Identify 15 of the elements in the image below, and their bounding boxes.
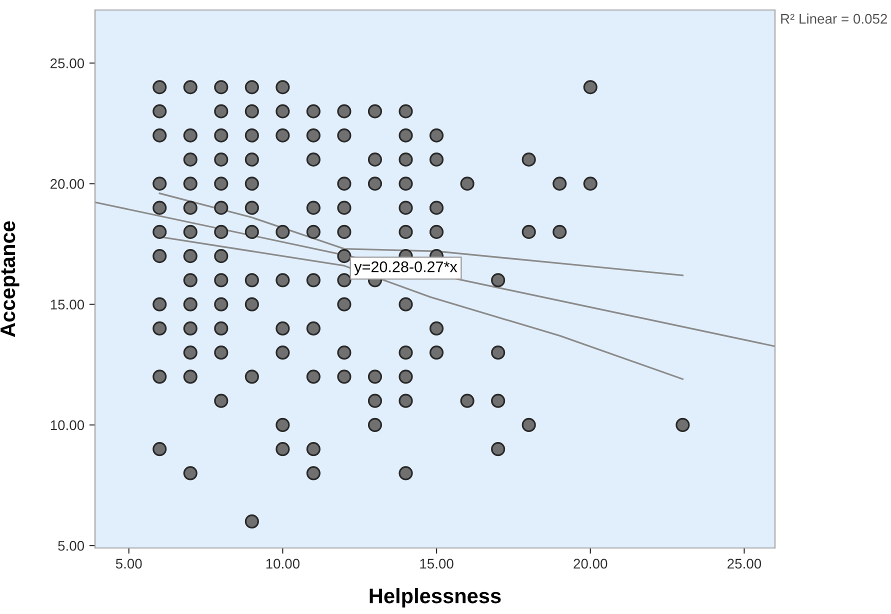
- y-axis-title: Acceptance: [0, 221, 20, 337]
- y-tick-label: 15.00: [50, 300, 84, 310]
- line-series: [158, 192, 684, 276]
- annotation: y=20.28-0.27*x: [354, 261, 458, 276]
- text: R² Linear = 0.052: [781, 14, 888, 24]
- x-tick-label: 5.00: [116, 558, 142, 569]
- x-tick-label: 25.00: [728, 558, 762, 569]
- y-tick-label: 5.00: [58, 540, 84, 551]
- x-tick-label: 10.00: [266, 558, 300, 569]
- x-tick-label: 15.00: [420, 558, 454, 569]
- y-tick-label: 20.00: [50, 179, 84, 189]
- x-axis-title: Helplessness: [370, 588, 501, 608]
- y-tick-label: 10.00: [50, 420, 84, 430]
- y-tick-label: 25.00: [50, 58, 84, 68]
- x-tick-label: 20.00: [574, 558, 608, 569]
